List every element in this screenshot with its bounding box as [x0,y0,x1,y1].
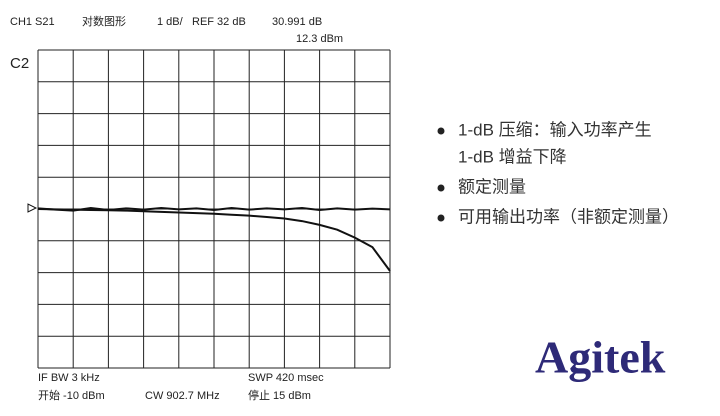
scale: 1 dB/ [157,16,184,28]
bullet-dot [437,127,445,135]
sweep: SWP 420 msec [248,372,324,384]
reference-marker [27,203,38,213]
start: 开始 -10 dBm [38,388,105,402]
trace [37,207,391,212]
bullet-text: 可用输出功率（非额定测量） [458,207,679,226]
marker-value: 30.991 dB [272,16,322,28]
if-bw: IF BW 3 kHz [38,372,100,384]
traces [37,207,391,272]
channel: CH1 S21 [10,16,55,28]
logo: Agitek [535,332,666,383]
format: 对数图形 [82,14,126,28]
bullet-text: 额定测量 [458,177,526,196]
trace-label: C2 [10,55,29,72]
cw: CW 902.7 MHz [145,390,220,402]
bullet-text: 1-dB 压缩：输入功率产生 [458,120,652,139]
trace [37,208,391,272]
bullet-text: 1-dB 增益下降 [458,147,567,166]
bullet-dot [437,214,445,222]
reference: REF 32 dB [192,16,246,28]
bullet-dot [437,184,445,192]
stop: 停止 15 dBm [248,388,311,402]
marker-stimulus: 12.3 dBm [296,33,343,45]
